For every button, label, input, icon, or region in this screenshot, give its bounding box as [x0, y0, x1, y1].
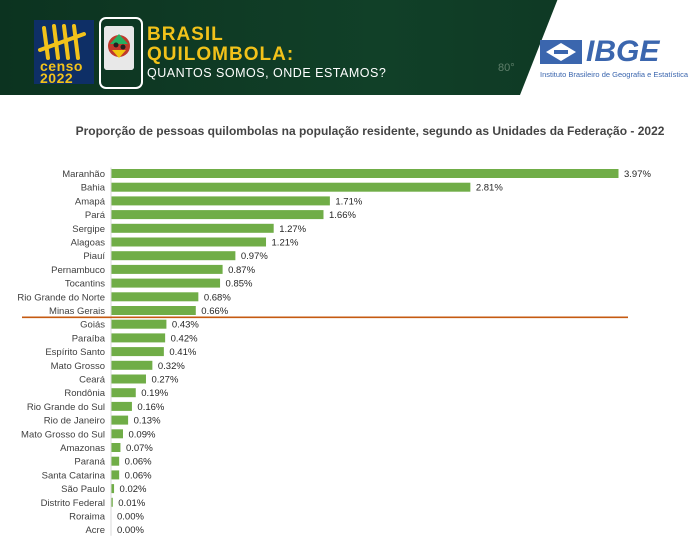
bar — [111, 264, 223, 274]
data-label: 0.13% — [134, 416, 161, 427]
data-label: 0.00% — [117, 512, 144, 523]
header-title-line2: QUILOMBOLA: — [147, 44, 295, 65]
quilombola-emblem-icon — [104, 26, 134, 70]
bar — [111, 456, 120, 466]
chart-title: Proporção de pessoas quilombolas na popu… — [75, 124, 665, 138]
bar — [111, 223, 274, 233]
category-label: Alagoas — [71, 238, 106, 249]
censo-word: censo — [40, 58, 83, 74]
bar — [111, 306, 196, 315]
data-label: 0.97% — [241, 251, 268, 262]
data-label: 0.66% — [201, 306, 228, 317]
data-label: 2.81% — [476, 183, 503, 194]
data-label: 0.27% — [151, 375, 178, 386]
category-label: Distrito Federal — [41, 498, 105, 509]
bar — [111, 360, 153, 370]
data-label: 0.43% — [172, 320, 199, 331]
data-label: 0.00% — [117, 525, 144, 536]
bar — [111, 333, 166, 343]
header-subtitle: QUANTOS SOMOS, ONDE ESTAMOS? — [147, 66, 387, 80]
data-label: 0.02% — [120, 484, 147, 495]
data-label: 0.09% — [128, 429, 155, 440]
category-label: Espírito Santo — [45, 347, 105, 358]
data-label: 0.32% — [158, 361, 185, 372]
category-label: Paraíba — [72, 333, 106, 344]
category-label: Pernambuco — [51, 265, 105, 276]
category-label: Acre — [85, 525, 105, 536]
category-label: Maranhão — [62, 169, 105, 180]
banner-number: 80° — [498, 62, 515, 74]
category-label: Paraná — [74, 457, 105, 468]
category-label: Tocantins — [65, 279, 105, 290]
bar — [111, 210, 324, 220]
data-label: 0.87% — [228, 265, 255, 276]
bar — [111, 388, 136, 398]
bar — [111, 415, 129, 425]
category-label: Amapá — [75, 196, 106, 207]
header-title-line1: BRASIL — [147, 24, 224, 45]
category-label: Rondônia — [64, 388, 105, 399]
category-label: Goiás — [80, 320, 105, 331]
data-label: 0.41% — [169, 347, 196, 358]
data-label: 0.85% — [226, 279, 253, 290]
bar — [111, 443, 121, 452]
category-label: Pará — [85, 210, 106, 221]
category-label: Roraima — [69, 512, 106, 523]
bar — [111, 182, 471, 192]
bar — [111, 347, 164, 357]
bar — [111, 292, 199, 302]
bar — [111, 237, 267, 247]
category-label: São Paulo — [61, 484, 105, 495]
bar — [111, 169, 619, 178]
data-label: 1.21% — [272, 238, 299, 249]
category-label: Minas Gerais — [49, 306, 105, 317]
data-label: 0.68% — [204, 292, 231, 303]
censo-year: 2022 — [40, 70, 74, 86]
data-label: 0.06% — [125, 470, 152, 481]
data-label: 1.66% — [329, 210, 356, 221]
category-label: Amazonas — [60, 443, 105, 454]
data-label: 1.27% — [279, 224, 306, 235]
phone-icon — [99, 17, 143, 89]
category-label: Mato Grosso — [51, 361, 105, 372]
category-label: Sergipe — [72, 224, 105, 235]
category-label: Ceará — [79, 375, 106, 386]
category-label: Rio Grande do Norte — [17, 292, 105, 303]
censo-logo-icon — [34, 20, 94, 84]
bar — [111, 251, 236, 261]
category-label: Rio Grande do Sul — [27, 402, 105, 413]
bar — [111, 319, 167, 329]
data-label: 0.06% — [125, 457, 152, 468]
category-label: Santa Catarina — [42, 470, 106, 481]
bar — [111, 470, 120, 480]
ibge-logo-icon — [540, 40, 582, 64]
bar — [111, 401, 132, 411]
bar — [111, 497, 113, 507]
bar — [111, 196, 330, 206]
data-label: 0.16% — [137, 402, 164, 413]
censo-label: censo 2022 — [40, 58, 83, 86]
category-label: Bahia — [81, 183, 106, 194]
data-label: 0.19% — [141, 388, 168, 399]
category-label: Piauí — [83, 251, 105, 262]
data-label: 3.97% — [624, 169, 651, 180]
header-banner: censo 2022 BRASIL QUILOMBOLA: QUANTOS SO… — [0, 0, 690, 95]
data-label: 0.01% — [118, 498, 145, 509]
data-label: 0.07% — [126, 443, 153, 454]
bar — [111, 484, 115, 494]
data-label: 1.71% — [335, 196, 362, 207]
ibge-full-name: Instituto Brasileiro de Geografia e Esta… — [540, 70, 688, 79]
bar — [111, 429, 123, 439]
bar — [111, 278, 221, 288]
bar — [111, 374, 146, 384]
data-label: 0.42% — [171, 333, 198, 344]
category-label: Rio de Janeiro — [44, 416, 105, 427]
ibge-name: IBGE — [586, 35, 660, 68]
category-label: Mato Grosso do Sul — [21, 429, 105, 440]
